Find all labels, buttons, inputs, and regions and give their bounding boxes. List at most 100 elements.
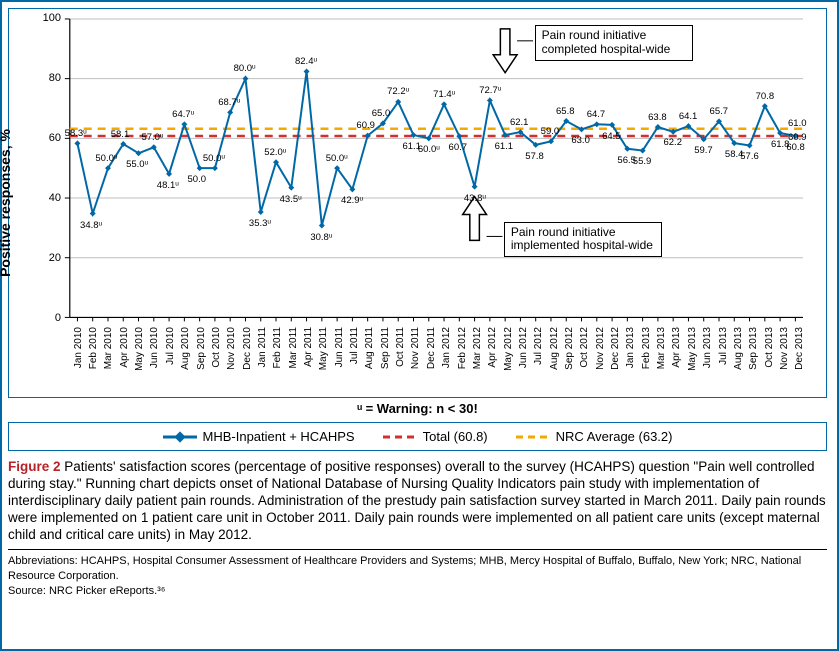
data-value-label: 58.3ᵘ [65, 128, 87, 139]
data-value-label: 60.7 [449, 142, 468, 153]
data-value-label: 70.8 [756, 91, 775, 102]
data-value-label: 68.7ᵘ [218, 97, 240, 108]
data-value-label: 61.0 [788, 118, 807, 129]
x-tick-label: Apr 2012 [487, 327, 498, 377]
x-tick-label: Dec 2012 [610, 327, 621, 377]
x-tick-label: Feb 2011 [272, 327, 283, 377]
x-tick-label: Apr 2010 [119, 327, 130, 377]
data-value-label: 52.0ᵘ [264, 147, 286, 158]
data-value-label: 60.0ᵘ [418, 144, 440, 155]
data-value-label: 61.1 [495, 141, 514, 152]
x-tick-label: Apr 2013 [671, 327, 682, 377]
data-value-label: 60.9 [356, 120, 375, 131]
legend-item: NRC Average (63.2) [516, 429, 673, 444]
chart-plot-area: Positive responses, % 020406080100Jan 20… [8, 8, 827, 398]
x-tick-label: Jun 2010 [149, 327, 160, 377]
x-tick-label: Sep 2011 [380, 327, 391, 377]
x-tick-label: Feb 2013 [641, 327, 652, 377]
data-value-label: 50.0ᵘ [95, 153, 117, 164]
data-value-label: 57.6 [740, 151, 759, 162]
data-value-label: 58.1 [111, 129, 130, 140]
figure-caption: Figure 2 Patients' satisfaction scores (… [8, 459, 827, 543]
data-value-label: 55.0ᵘ [126, 159, 148, 170]
data-value-label: 60.8 [786, 142, 805, 153]
y-tick-label: 20 [41, 252, 61, 264]
data-value-label: 64.7 [587, 109, 606, 120]
figure-frame: Positive responses, % 020406080100Jan 20… [0, 0, 839, 651]
data-value-label: 55.9 [633, 156, 652, 167]
legend-item: MHB-Inpatient + HCAHPS [163, 429, 355, 444]
data-value-label: 42.9ᵘ [341, 195, 363, 206]
abbreviations-text: Abbreviations: HCAHPS, Hospital Consumer… [8, 554, 827, 584]
data-value-label: 64.7ᵘ [172, 109, 194, 120]
data-value-label: 43.8ᵘ [464, 193, 486, 204]
data-value-label: 34.8ᵘ [80, 220, 102, 231]
x-tick-label: May 2010 [134, 327, 145, 377]
y-tick-label: 60 [41, 132, 61, 144]
data-value-label: 43.5ᵘ [280, 194, 302, 205]
data-value-label: 65.7 [710, 106, 729, 117]
data-value-label: 80.0ᵘ [234, 63, 256, 74]
x-tick-label: Dec 2011 [426, 327, 437, 377]
x-tick-label: Mar 2010 [103, 327, 114, 377]
x-tick-label: Jul 2012 [533, 327, 544, 377]
y-tick-label: 40 [41, 192, 61, 204]
x-tick-label: May 2012 [503, 327, 514, 377]
figure-label: Figure 2 [8, 459, 61, 474]
legend-label: NRC Average (63.2) [556, 429, 673, 444]
data-value-label: 72.7ᵘ [479, 85, 501, 96]
legend: MHB-Inpatient + HCAHPS Total (60.8) NRC Av… [8, 422, 827, 451]
y-tick-label: 100 [41, 12, 61, 24]
data-value-label: 57.8 [525, 151, 544, 162]
x-tick-label: Nov 2011 [410, 327, 421, 377]
data-value-label: 71.4ᵘ [433, 89, 455, 100]
data-value-label: 30.8ᵘ [310, 232, 332, 243]
x-tick-label: Mar 2011 [288, 327, 299, 377]
data-value-label: 62.1 [510, 117, 529, 128]
data-value-label: 82.4ᵘ [295, 56, 317, 67]
legend-label: MHB-Inpatient + HCAHPS [203, 429, 355, 444]
x-tick-label: Jan 2013 [625, 327, 636, 377]
data-value-label: 72.2ᵘ [387, 86, 409, 97]
x-tick-label: Oct 2010 [211, 327, 222, 377]
x-tick-label: Sep 2012 [564, 327, 575, 377]
data-value-label: 50.0ᵘ [326, 153, 348, 164]
data-value-label: 48.1ᵘ [157, 180, 179, 191]
data-value-label: 59.7 [694, 145, 713, 156]
data-value-label: 63.0 [571, 135, 590, 146]
figure-caption-text: Patients' satisfaction scores (percentag… [8, 459, 826, 542]
x-tick-label: Aug 2013 [733, 327, 744, 377]
x-tick-label: Jun 2011 [334, 327, 345, 377]
data-value-label: 57.0ᵘ [141, 132, 163, 143]
x-tick-label: May 2011 [318, 327, 329, 377]
x-tick-label: Aug 2011 [364, 327, 375, 377]
data-value-label: 64.5 [602, 131, 621, 142]
data-value-label: 50.0ᵘ [203, 153, 225, 164]
data-value-label: 65.8 [556, 106, 575, 117]
x-tick-label: Feb 2010 [88, 327, 99, 377]
y-tick-label: 80 [41, 72, 61, 84]
abbreviations-block: Abbreviations: HCAHPS, Hospital Consumer… [8, 549, 827, 599]
x-tick-label: Sep 2013 [748, 327, 759, 377]
x-tick-label: Jul 2010 [165, 327, 176, 377]
x-tick-label: Jul 2011 [349, 327, 360, 377]
x-tick-label: Jan 2010 [73, 327, 84, 377]
x-tick-label: Mar 2013 [656, 327, 667, 377]
legend-swatch [516, 430, 550, 444]
x-tick-label: Dec 2013 [794, 327, 805, 377]
y-tick-label: 0 [41, 312, 61, 324]
x-tick-label: Aug 2012 [549, 327, 560, 377]
x-tick-label: Jul 2013 [718, 327, 729, 377]
x-tick-label: May 2013 [687, 327, 698, 377]
legend-label: Total (60.8) [423, 429, 488, 444]
data-value-label: 35.3ᵘ [249, 218, 271, 229]
data-value-label: 65.0 [372, 108, 391, 119]
x-tick-label: Jun 2013 [702, 327, 713, 377]
data-value-label: 64.1 [679, 111, 698, 122]
x-tick-label: Jan 2011 [257, 327, 268, 377]
x-tick-label: Jun 2012 [518, 327, 529, 377]
legend-swatch [383, 430, 417, 444]
data-value-label: 63.8 [648, 112, 667, 123]
x-tick-label: Nov 2013 [779, 327, 790, 377]
x-tick-label: Oct 2011 [395, 327, 406, 377]
